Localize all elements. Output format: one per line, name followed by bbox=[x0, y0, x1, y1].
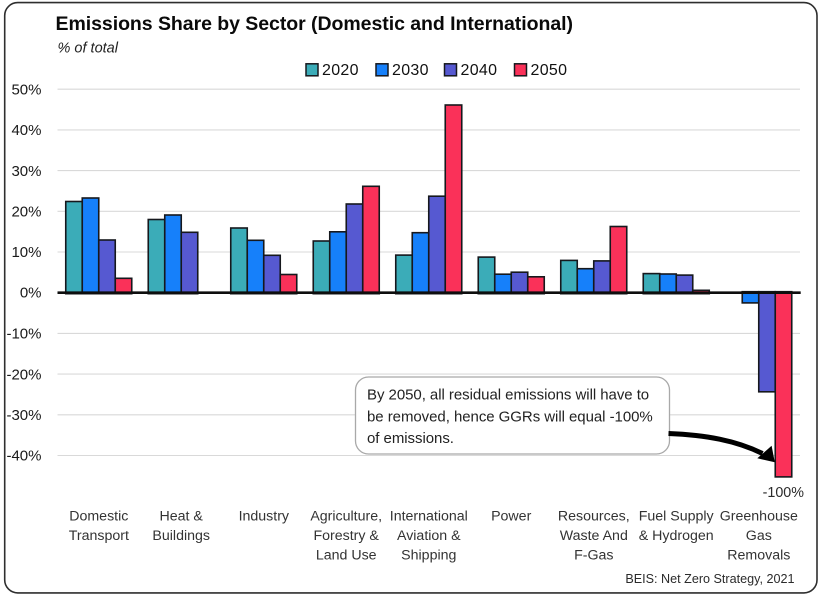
svg-text:Forestry &: Forestry & bbox=[313, 528, 379, 544]
svg-text:-40%: -40% bbox=[6, 448, 41, 465]
svg-text:Power: Power bbox=[491, 509, 531, 525]
svg-text:2030: 2030 bbox=[392, 62, 429, 79]
svg-text:-30%: -30% bbox=[6, 407, 41, 424]
svg-text:Emissions Share by Sector (Dom: Emissions Share by Sector (Domestic and … bbox=[56, 13, 573, 35]
svg-text:-100%: -100% bbox=[763, 485, 805, 501]
svg-text:10%: 10% bbox=[11, 244, 41, 261]
svg-text:Agriculture,: Agriculture, bbox=[310, 509, 382, 525]
svg-text:-10%: -10% bbox=[6, 326, 41, 343]
svg-text:Industry: Industry bbox=[239, 509, 290, 525]
svg-text:Gas: Gas bbox=[746, 528, 772, 544]
svg-text:Domestic: Domestic bbox=[69, 509, 128, 525]
svg-text:By 2050, all residual emission: By 2050, all residual emissions will hav… bbox=[367, 387, 649, 404]
svg-text:20%: 20% bbox=[11, 204, 41, 221]
svg-text:Land Use: Land Use bbox=[316, 547, 377, 563]
svg-text:Transport: Transport bbox=[69, 528, 129, 544]
svg-text:International: International bbox=[390, 509, 468, 525]
svg-text:Removals: Removals bbox=[727, 547, 790, 563]
svg-text:2050: 2050 bbox=[531, 62, 568, 79]
svg-text:30%: 30% bbox=[11, 163, 41, 180]
svg-text:of emissions.: of emissions. bbox=[367, 430, 454, 447]
svg-text:Resources,: Resources, bbox=[558, 509, 630, 525]
svg-text:2020: 2020 bbox=[322, 62, 359, 79]
svg-text:% of total: % of total bbox=[58, 41, 119, 57]
svg-text:F-Gas: F-Gas bbox=[574, 547, 613, 563]
svg-text:Heat &: Heat & bbox=[160, 509, 204, 525]
svg-text:& Hydrogen: & Hydrogen bbox=[639, 528, 714, 544]
svg-text:Buildings: Buildings bbox=[152, 528, 210, 544]
svg-text:Fuel Supply: Fuel Supply bbox=[639, 509, 715, 525]
svg-text:-20%: -20% bbox=[6, 366, 41, 383]
svg-text:2040: 2040 bbox=[461, 62, 498, 79]
svg-text:0%: 0% bbox=[20, 285, 42, 302]
svg-text:Aviation &: Aviation & bbox=[397, 528, 461, 544]
svg-text:50%: 50% bbox=[11, 81, 41, 98]
svg-text:Greenhouse: Greenhouse bbox=[720, 509, 798, 525]
svg-text:BEIS: Net Zero Strategy, 2021: BEIS: Net Zero Strategy, 2021 bbox=[625, 572, 794, 586]
svg-text:Waste And: Waste And bbox=[560, 528, 628, 544]
svg-text:Shipping: Shipping bbox=[401, 547, 456, 563]
svg-text:be removed, hence GGRs will eq: be removed, hence GGRs will equal -100% bbox=[367, 408, 653, 425]
svg-text:40%: 40% bbox=[11, 122, 41, 139]
